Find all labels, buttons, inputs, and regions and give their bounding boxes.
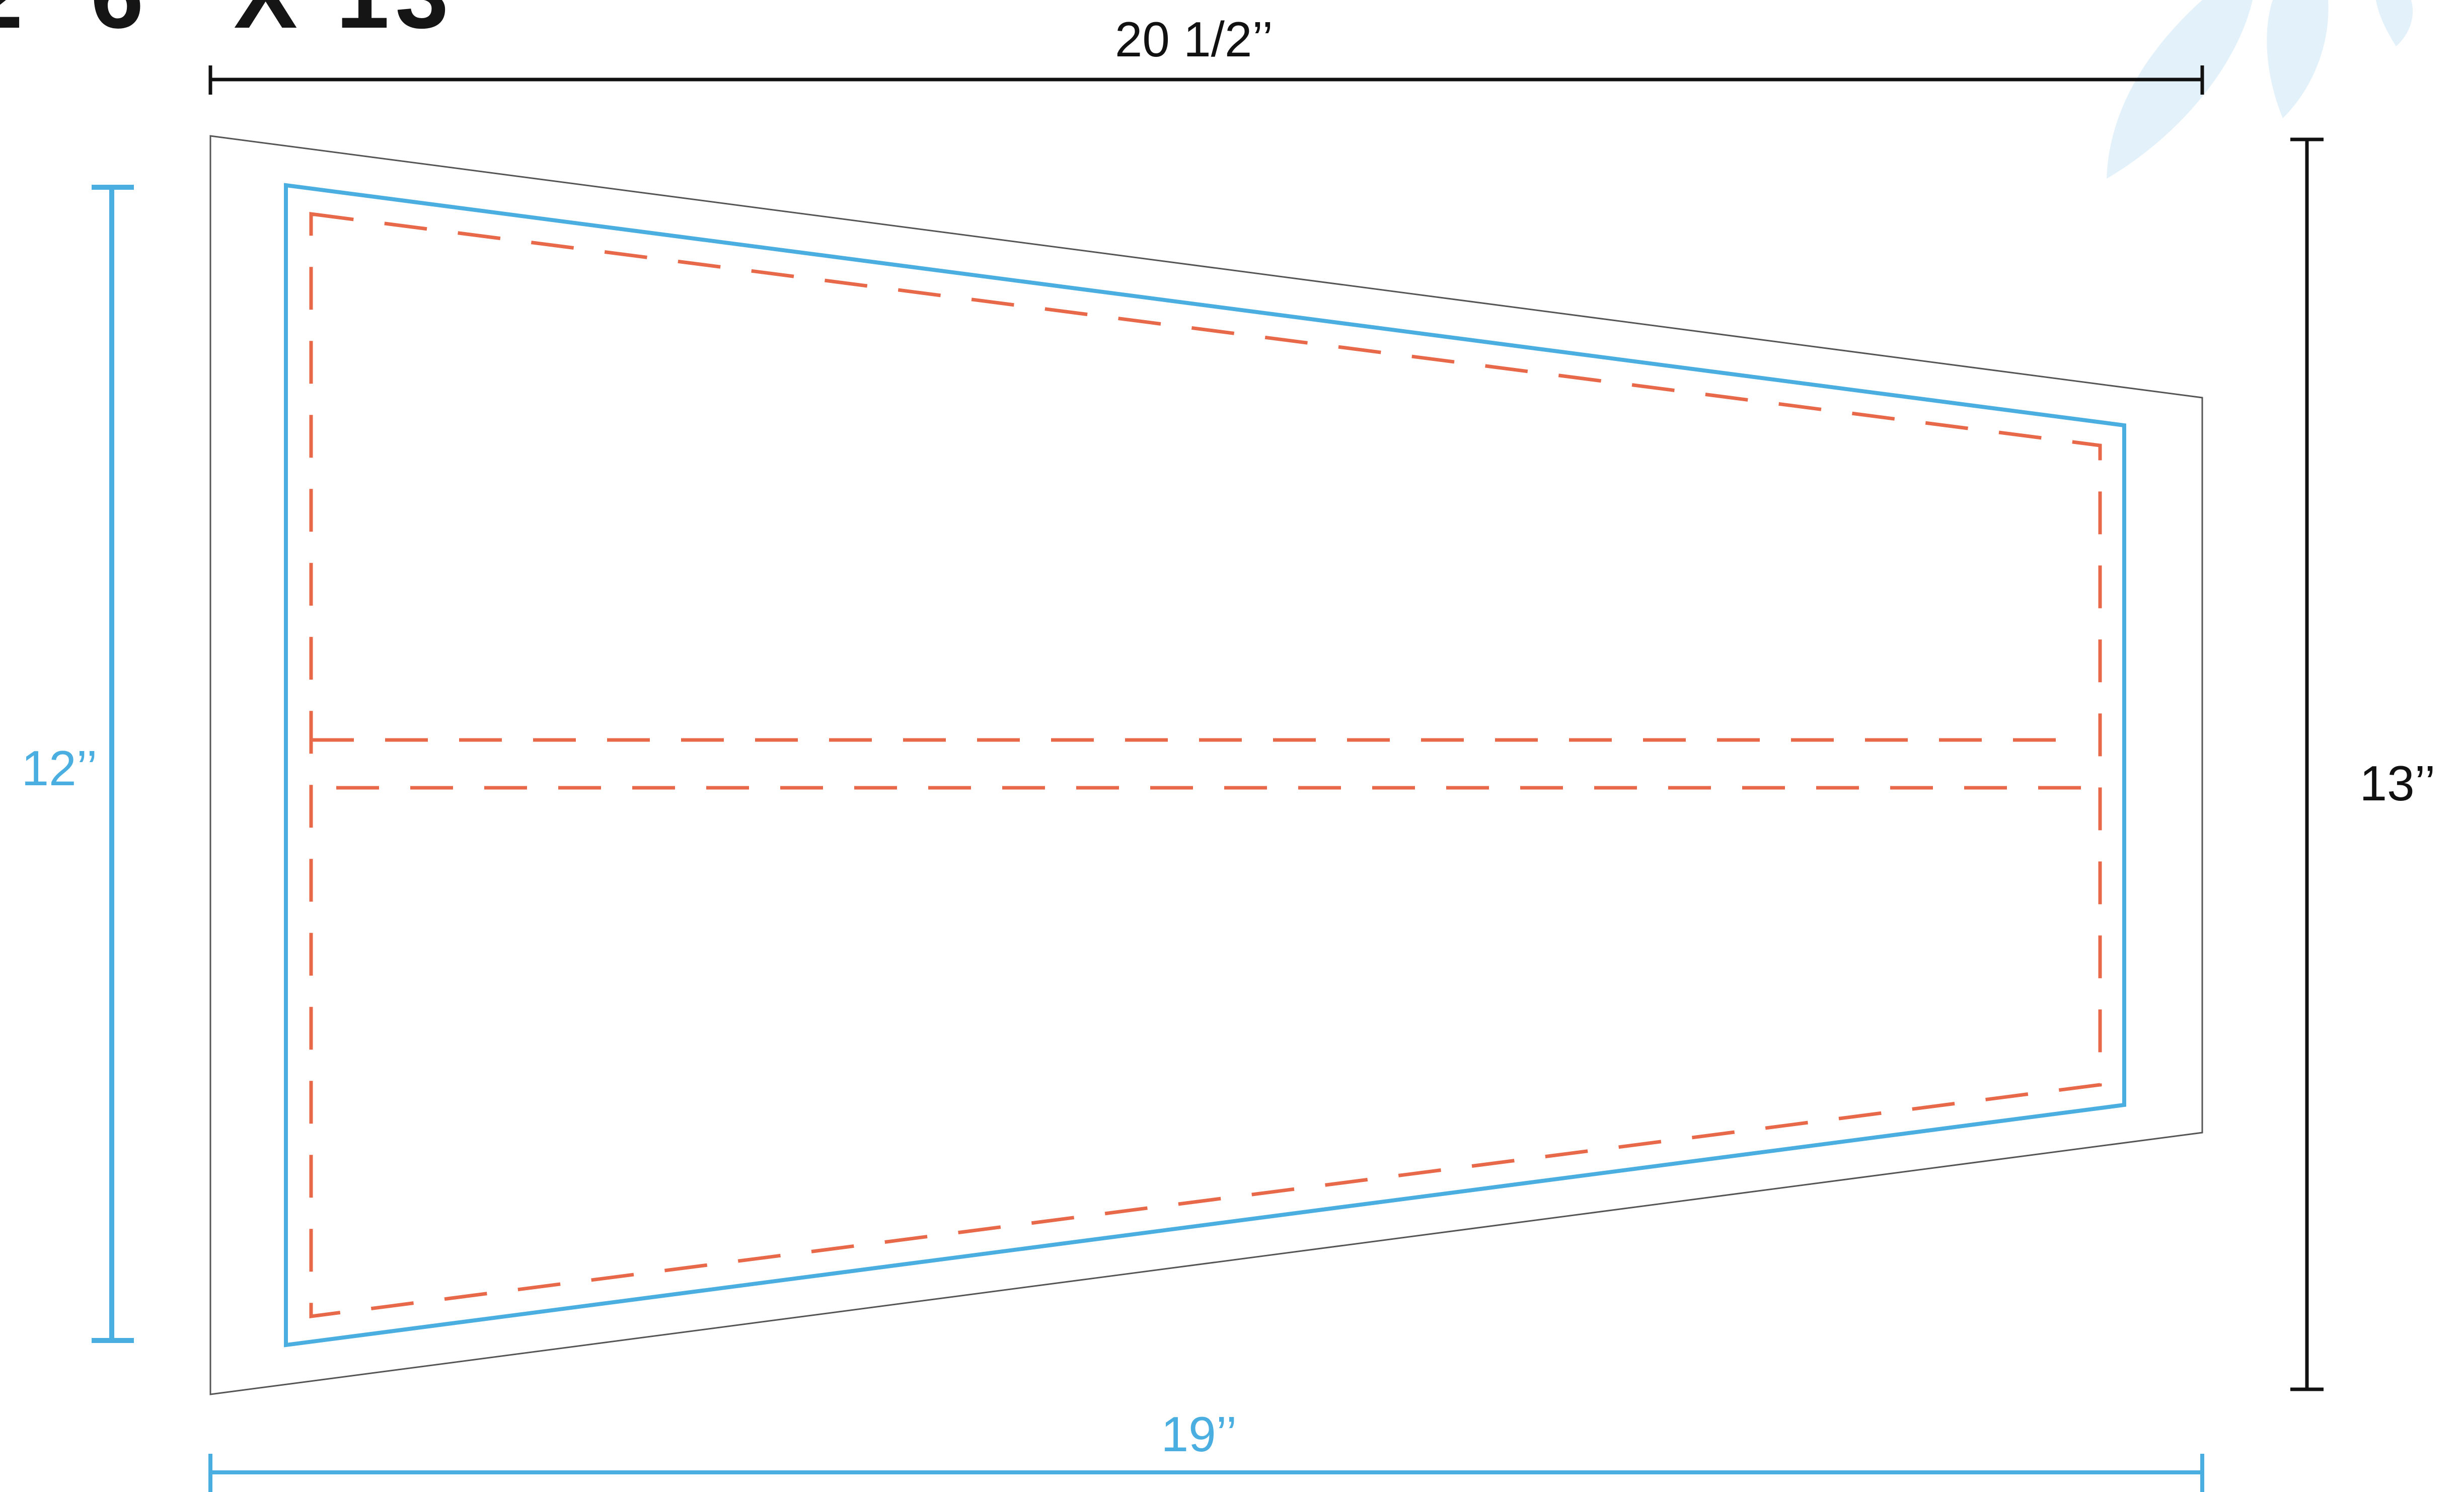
petal-left [2107,0,2253,179]
top-width-dimension: 20 1/2’’ [208,12,2204,95]
left-height-dimension: 12’’ [22,185,134,1343]
left-height-label: 12’’ [22,740,98,796]
right-height-label: 13’’ [2360,756,2436,811]
product-title: 2' 6" X 13" [0,0,506,48]
bottom-width-dimension: 19’’ [208,1406,2204,1492]
safe-area-line [309,212,2102,1318]
top-width-label: 20 1/2’’ [1115,12,1273,67]
cut-line [284,183,2126,1348]
decorative-petals [2107,0,2413,179]
petal-right [2376,0,2413,46]
petal-middle [2267,0,2329,118]
right-height-dimension: 13’’ [2290,137,2436,1391]
bottom-width-label: 19’’ [1161,1406,1237,1462]
bleed-outline [209,135,2203,1395]
